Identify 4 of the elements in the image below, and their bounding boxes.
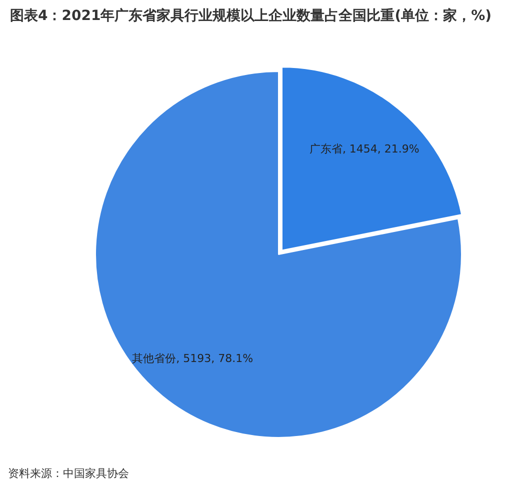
text: 资料来源：中国家具协会 — [8, 466, 129, 481]
slice-label: 其他省份, 5193, 78.1% — [132, 352, 254, 366]
slice-label: 广东省, 1454, 21.9% — [309, 142, 420, 156]
chart-title: 图表4：2021年广东省家具行业规模以上企业数量占全国比重(单位：家，%) — [10, 6, 493, 26]
